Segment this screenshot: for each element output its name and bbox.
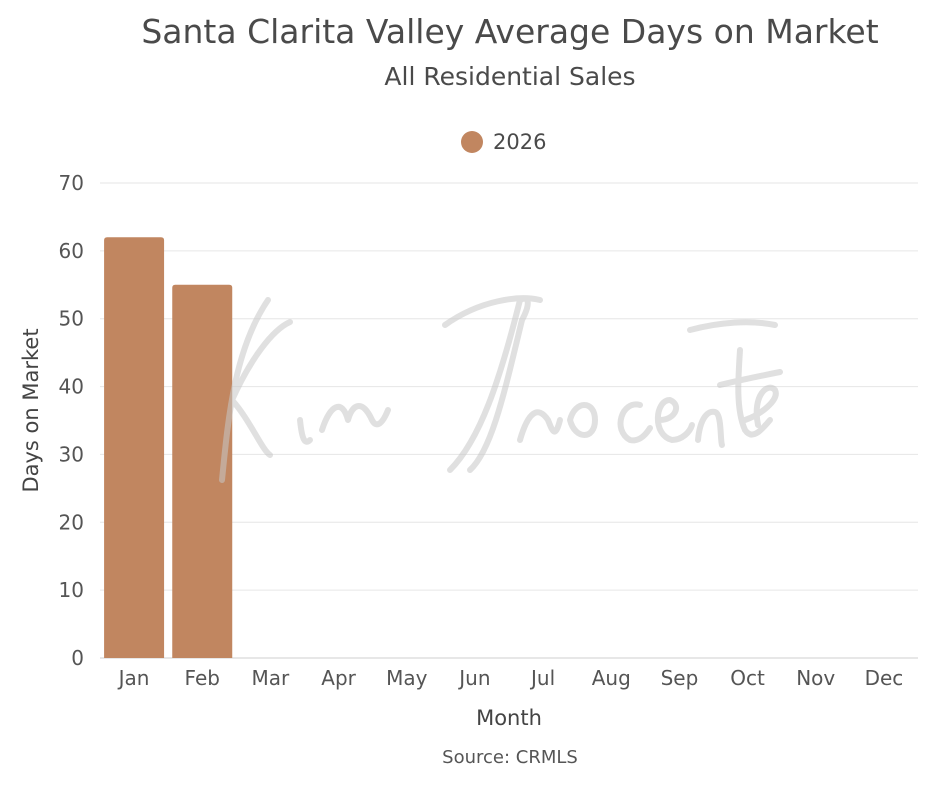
source-note: Source: CRMLS — [442, 747, 578, 768]
x-tick-label-jan: Jan — [117, 666, 150, 690]
legend: 2026 — [461, 128, 546, 156]
chart-subtitle: All Residential Sales — [384, 62, 636, 91]
gridlines — [100, 182, 918, 659]
watermark — [219, 295, 783, 483]
x-tick-label-aug: Aug — [592, 666, 631, 690]
y-axis-title: Days on Market — [19, 328, 43, 492]
x-tick-label-nov: Nov — [796, 666, 835, 690]
x-axis-ticks: Jan Feb Mar Apr May Jun Jul Aug Sep Oct Nov Dec — [117, 666, 904, 690]
x-tick-label-oct: Oct — [730, 666, 765, 690]
chart-title: Santa Clarita Valley Average Days on Mar… — [141, 12, 879, 51]
y-tick-label: 50 — [59, 307, 84, 331]
x-tick-label-feb: Feb — [185, 666, 220, 690]
y-tick-label: 70 — [59, 171, 84, 195]
y-tick-label: 40 — [59, 375, 84, 399]
y-tick-label: 0 — [71, 646, 84, 670]
x-tick-label-mar: Mar — [252, 666, 291, 690]
bar-feb — [172, 284, 233, 658]
x-tick-label-dec: Dec — [865, 666, 904, 690]
bars — [104, 237, 233, 659]
x-tick-label-sep: Sep — [661, 666, 699, 690]
x-tick-label-may: May — [386, 666, 428, 690]
x-axis-title: Month — [476, 706, 542, 730]
y-tick-label: 10 — [59, 578, 84, 602]
y-tick-label: 30 — [59, 442, 84, 466]
x-tick-label-jul: Jul — [529, 666, 555, 690]
legend-swatch-2026 — [461, 131, 483, 153]
x-tick-label-jun: Jun — [457, 666, 490, 690]
y-axis-ticks: 0 10 20 30 40 50 60 70 — [59, 171, 84, 670]
legend-label-2026: 2026 — [493, 130, 547, 154]
x-tick-label-apr: Apr — [321, 666, 356, 690]
bar-jan — [104, 237, 165, 659]
y-tick-label: 20 — [59, 510, 84, 534]
y-tick-label: 60 — [59, 239, 84, 263]
